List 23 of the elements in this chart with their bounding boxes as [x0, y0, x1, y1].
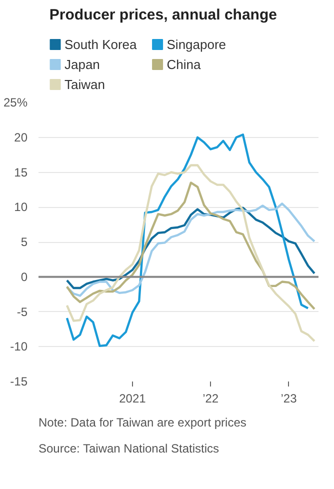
- y-tick-label: 10: [14, 200, 28, 214]
- y-tick-label: 0: [20, 270, 28, 284]
- legend-label: Singapore: [166, 37, 226, 52]
- y-tick-label: 5: [20, 235, 28, 249]
- legend-label: South Korea: [64, 37, 138, 52]
- chart-title: Producer prices, annual change: [49, 6, 277, 24]
- legend-label: China: [166, 57, 202, 72]
- line-series: [66, 164, 316, 342]
- line-series: [66, 133, 310, 348]
- line-series: [66, 182, 316, 310]
- text: Note: Data for Taiwan are export prices: [38, 416, 246, 430]
- y-tick-label: 20: [14, 130, 28, 144]
- x-tick-label: ’22: [202, 392, 219, 406]
- y-tick-label: -15: [10, 374, 28, 388]
- y-tick-label: -10: [10, 340, 28, 354]
- y-tick-label: 25%: [3, 96, 28, 110]
- legend-label: Japan: [64, 57, 100, 72]
- y-tick-label: -5: [16, 304, 28, 319]
- legend-label: Taiwan: [64, 77, 105, 92]
- x-tick-label: ’23: [280, 392, 298, 406]
- x-tick-label: 2021: [119, 392, 146, 406]
- source-note: Source: Taiwan National Statistics: [38, 442, 220, 456]
- y-tick-label: 15: [14, 165, 28, 180]
